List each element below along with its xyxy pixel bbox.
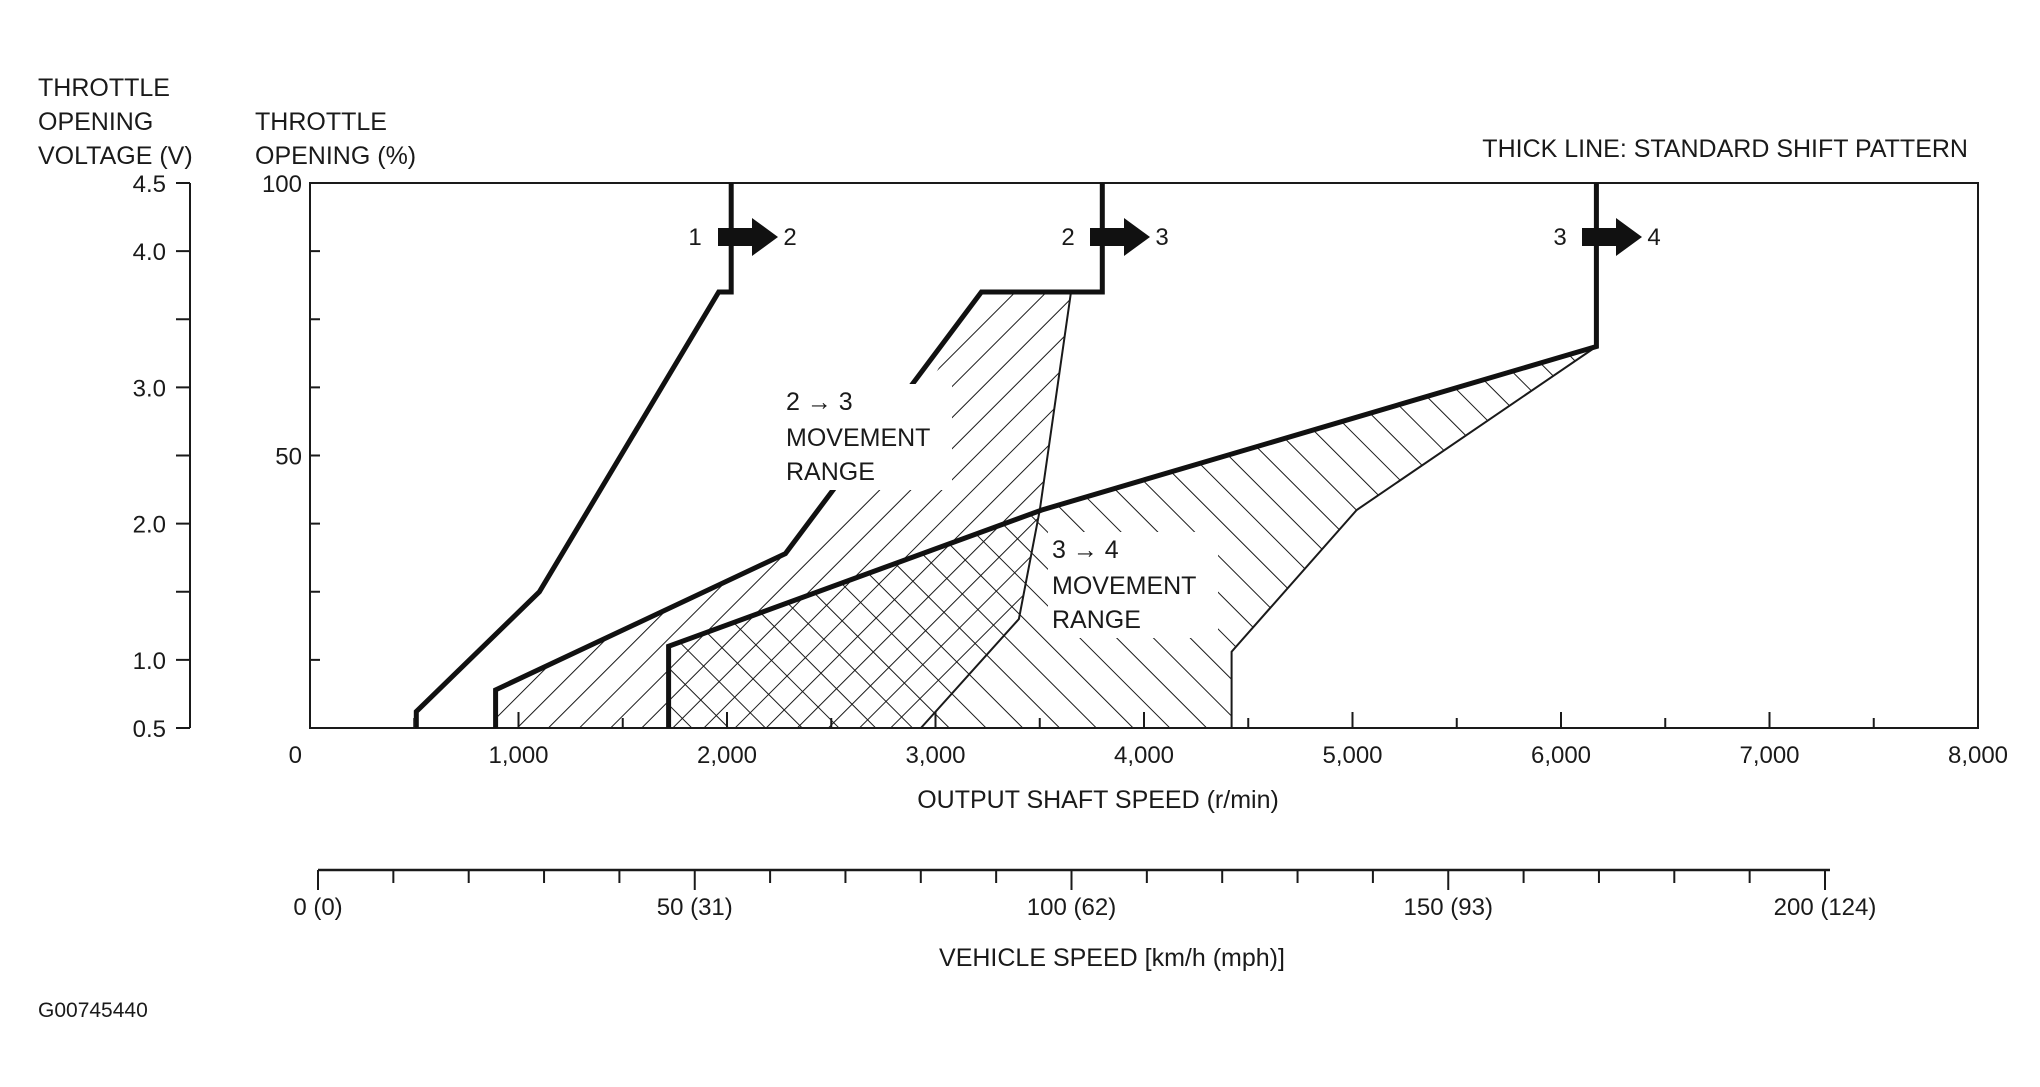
shift-arrow-3-4-from: 3 [1553, 224, 1566, 251]
shift-arrow-2-3-from: 2 [1061, 224, 1074, 251]
voltage-tick-label: 4.5 [133, 171, 166, 198]
throttle-tick-label: 50 [275, 444, 302, 471]
x-tick-label: 2,000 [697, 742, 757, 769]
voltage-axis-title: THROTTLE OPENING VOLTAGE (V) [38, 74, 193, 170]
voltage-axis-title-line-3: VOLTAGE (V) [38, 142, 193, 170]
voltage-tick-label: 2.0 [133, 512, 166, 539]
shift-arrow-1-2-from: 1 [688, 224, 701, 251]
figure-id: G00745440 [38, 999, 148, 1022]
legend-note: THICK LINE: STANDARD SHIFT PATTERN [1482, 135, 1968, 163]
voltage-axis-title-line-2: OPENING [38, 108, 153, 136]
region-label-3-4-line-1: MOVEMENT [1052, 572, 1196, 600]
region-label-2-3-line-1: MOVEMENT [786, 424, 930, 452]
shift-arrow-3-4-icon [1582, 218, 1642, 256]
throttle-axis-title-line-1: THROTTLE [255, 108, 387, 136]
output-shaft-speed-ticks: 0 1,000 2,000 3,000 4,000 5,000 6,000 7,000 8,00… [289, 712, 2008, 769]
x-tick-label: 0 [289, 742, 302, 769]
region-label-3-4-line-2: RANGE [1052, 606, 1141, 634]
vehicle-speed-tick-label: 200 (124) [1774, 894, 1877, 921]
x-tick-label: 4,000 [1114, 742, 1174, 769]
x-tick-label: 3,000 [905, 742, 965, 769]
shift-arrow-3-4-to: 4 [1647, 224, 1660, 251]
x-tick-label: 1,000 [488, 742, 548, 769]
region-label-2-3-line-2: RANGE [786, 458, 875, 486]
vehicle-speed-tick-label: 100 (62) [1027, 894, 1116, 921]
voltage-tick-label: 1.0 [133, 648, 166, 675]
shift-line-3-4 [666, 183, 1599, 728]
voltage-tick-label: 0.5 [133, 716, 166, 743]
vehicle-speed-tick-label: 50 (31) [657, 894, 733, 921]
x-tick-label: 7,000 [1739, 742, 1799, 769]
shift-arrow-2-3-to: 3 [1155, 224, 1168, 251]
throttle-tick-label: 100 [262, 171, 302, 198]
x-tick-label: 8,000 [1948, 742, 2008, 769]
vehicle-speed-ticks: 0 (0) 50 (31) 100 (62) 150 (93) 200 (124) [293, 870, 1876, 921]
x-tick-label: 6,000 [1531, 742, 1591, 769]
voltage-axis-title-line-1: THROTTLE [38, 74, 170, 102]
vehicle-speed-label: VEHICLE SPEED [km/h (mph)] [939, 944, 1285, 972]
region-label-2-3: 2 → 3 MOVEMENT RANGE [782, 384, 952, 490]
region-label-2-3-arrow: 2 → 3 [786, 388, 853, 416]
shift-arrow-1-2-to: 2 [783, 224, 796, 251]
x-tick-label: 5,000 [1322, 742, 1382, 769]
shift-arrow-2-3-icon [1090, 218, 1150, 256]
region-label-3-4-arrow: 3 → 4 [1052, 536, 1119, 564]
shift-arrow-1-2: 1 2 [688, 218, 797, 256]
shift-arrow-1-2-icon [718, 218, 778, 256]
output-shaft-speed-label: OUTPUT SHAFT SPEED (r/min) [917, 786, 1279, 814]
movement-range-3-4-boundary [668, 345, 1597, 729]
shift-line-1-2 [413, 183, 734, 728]
throttle-axis-title-line-2: OPENING (%) [255, 142, 416, 170]
voltage-tick-label: 3.0 [133, 375, 166, 402]
vehicle-speed-tick-label: 150 (93) [1404, 894, 1493, 921]
region-label-3-4: 3 → 4 MOVEMENT RANGE [1048, 532, 1218, 638]
voltage-tick-label: 4.0 [133, 239, 166, 266]
shift-arrow-2-3: 2 3 [1061, 218, 1169, 256]
throttle-axis-title: THROTTLE OPENING (%) [255, 108, 416, 170]
voltage-axis-ticks: 4.5 4.0 3.0 2.0 1.0 0.5 [133, 171, 190, 743]
throttle-axis-ticks: 100 50 [262, 171, 320, 729]
shift-arrow-3-4: 3 4 [1553, 218, 1661, 256]
vehicle-speed-tick-label: 0 (0) [293, 894, 342, 921]
